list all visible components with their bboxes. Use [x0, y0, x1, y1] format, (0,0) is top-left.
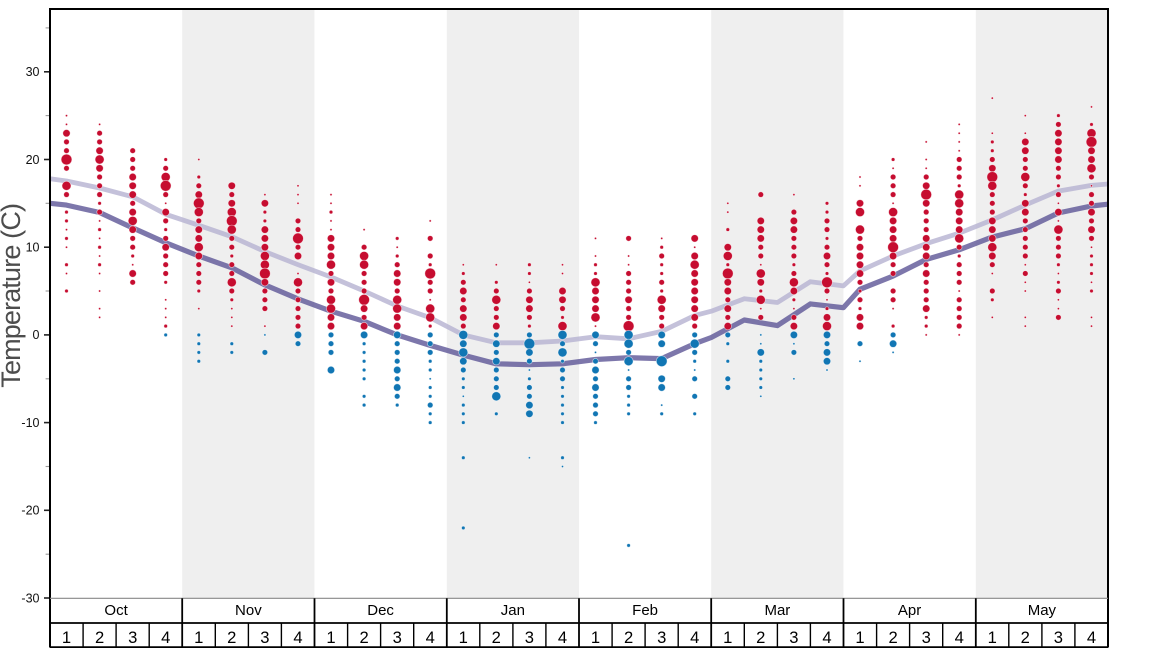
svg-text:3: 3 [1054, 628, 1063, 647]
svg-text:4: 4 [293, 628, 302, 647]
svg-text:1: 1 [988, 628, 997, 647]
svg-text:2: 2 [756, 628, 765, 647]
svg-text:2: 2 [492, 628, 501, 647]
svg-text:3: 3 [260, 628, 269, 647]
svg-text:Dec: Dec [367, 602, 394, 619]
svg-text:-30: -30 [21, 591, 39, 605]
svg-text:2: 2 [95, 628, 104, 647]
svg-text:3: 3 [657, 628, 666, 647]
svg-text:-10: -10 [21, 416, 39, 430]
svg-text:Apr: Apr [898, 602, 921, 619]
svg-text:3: 3 [128, 628, 137, 647]
svg-text:Feb: Feb [632, 602, 658, 619]
svg-text:Jan: Jan [501, 602, 525, 619]
svg-text:1: 1 [855, 628, 864, 647]
svg-text:2: 2 [1021, 628, 1030, 647]
svg-text:10: 10 [26, 241, 40, 255]
svg-text:Mar: Mar [764, 602, 790, 619]
svg-text:-20: -20 [21, 504, 39, 518]
svg-text:0: 0 [33, 328, 40, 342]
svg-text:3: 3 [789, 628, 798, 647]
svg-text:Nov: Nov [235, 602, 262, 619]
svg-text:May: May [1028, 602, 1057, 619]
svg-text:1: 1 [194, 628, 203, 647]
svg-text:1: 1 [459, 628, 468, 647]
svg-text:2: 2 [227, 628, 236, 647]
svg-text:3: 3 [525, 628, 534, 647]
svg-text:20: 20 [26, 153, 40, 167]
svg-text:1: 1 [723, 628, 732, 647]
svg-text:2: 2 [888, 628, 897, 647]
svg-text:4: 4 [426, 628, 435, 647]
svg-text:4: 4 [161, 628, 170, 647]
svg-text:1: 1 [62, 628, 71, 647]
svg-text:4: 4 [822, 628, 831, 647]
svg-text:30: 30 [26, 65, 40, 79]
svg-text:4: 4 [955, 628, 964, 647]
svg-text:4: 4 [690, 628, 699, 647]
svg-text:2: 2 [624, 628, 633, 647]
svg-text:3: 3 [922, 628, 931, 647]
svg-text:Oct: Oct [104, 602, 128, 619]
svg-text:1: 1 [326, 628, 335, 647]
svg-text:4: 4 [558, 628, 567, 647]
svg-text:2: 2 [359, 628, 368, 647]
svg-text:Temperature (C): Temperature (C) [0, 204, 26, 388]
svg-text:1: 1 [591, 628, 600, 647]
svg-text:4: 4 [1087, 628, 1096, 647]
svg-text:3: 3 [393, 628, 402, 647]
